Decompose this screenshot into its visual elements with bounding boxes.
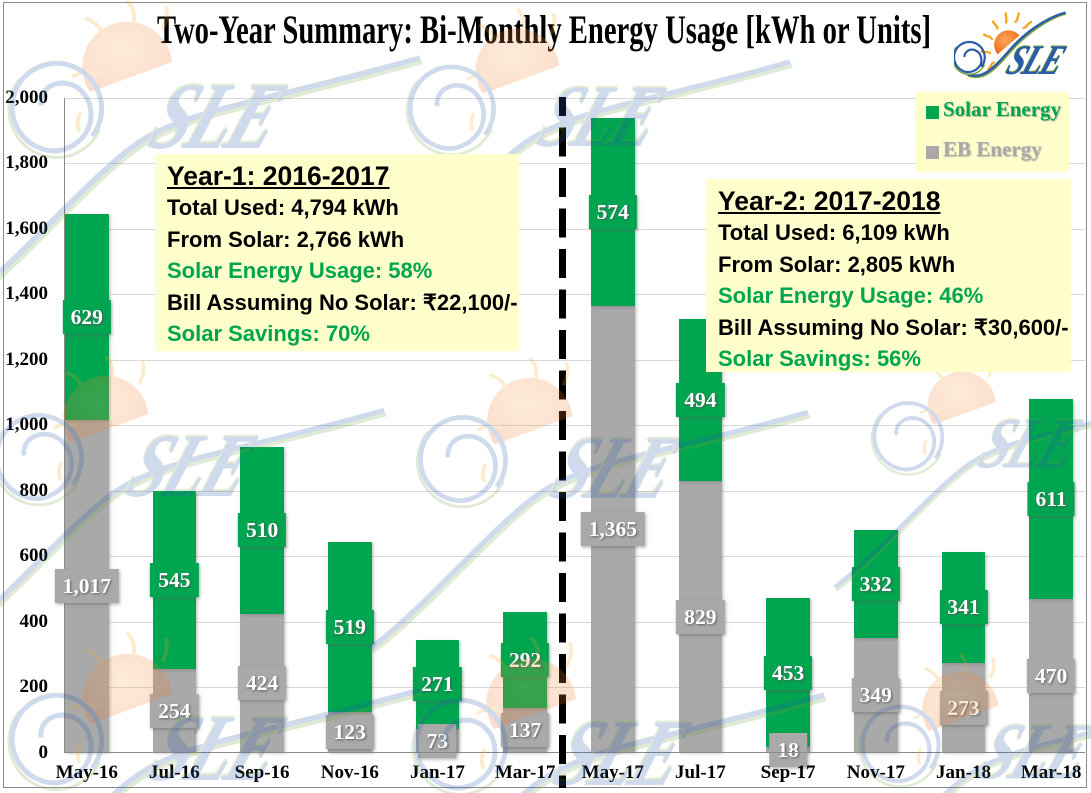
svg-text:SLE: SLE [1001,38,1072,83]
